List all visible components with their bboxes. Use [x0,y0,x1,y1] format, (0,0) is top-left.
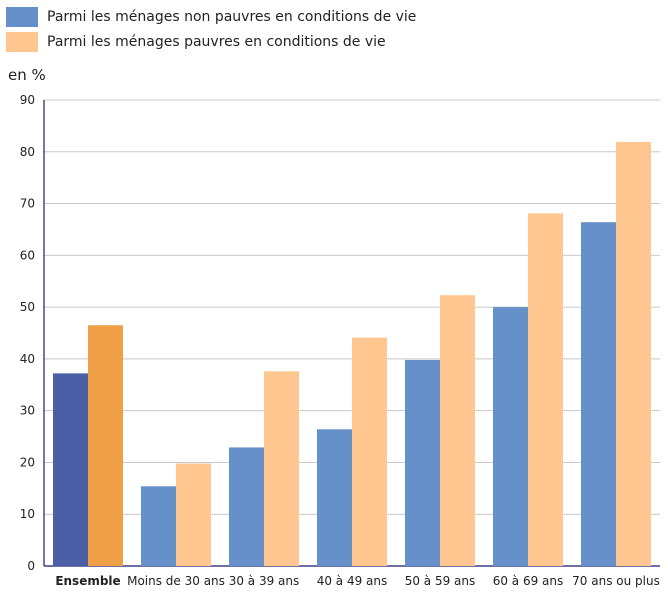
bar-non-poor-6 [581,222,616,566]
x-tick-label-3: 40 à 49 ans [317,574,388,588]
bar-non-poor-0 [53,373,88,566]
y-tick-label-30: 30 [20,404,35,418]
x-tick-label-5: 60 à 69 ans [493,574,564,588]
bar-non-poor-1 [141,486,176,566]
bar-poor-6 [616,141,651,566]
y-tick-label-90: 90 [20,93,35,107]
bar-poor-5 [528,213,563,567]
bar-poor-2 [264,371,299,566]
y-tick-label-40: 40 [20,352,35,366]
legend-label-non-poor: Parmi les ménages non pauvres en conditi… [47,9,417,25]
bar-poor-1 [176,463,211,566]
x-tick-label-0: Ensemble [55,574,120,588]
bar-poor-4 [440,295,475,566]
y-tick-label-80: 80 [20,145,35,159]
y-tick-label-0: 0 [27,559,35,573]
legend-item-non-poor: Parmi les ménages non pauvres en conditi… [6,6,416,28]
x-tick-label-6: 70 ans ou plus [572,574,660,588]
x-tick-label-1: Moins de 30 ans [127,574,225,588]
legend-label-poor: Parmi les ménages pauvres en conditions … [47,34,386,50]
legend-swatch-non-poor [6,7,38,27]
y-tick-label-20: 20 [20,455,35,469]
x-tick-label-4: 50 à 59 ans [405,574,476,588]
bar-non-poor-3 [317,429,352,566]
y-unit-label: en % [8,66,46,84]
legend: Parmi les ménages non pauvres en conditi… [6,6,416,56]
legend-item-poor: Parmi les ménages pauvres en conditions … [6,31,416,53]
legend-swatch-poor [6,32,38,52]
y-tick-label-50: 50 [20,300,35,314]
y-tick-label-60: 60 [20,248,35,262]
bar-non-poor-5 [493,307,528,566]
bar-poor-3 [352,337,387,566]
bar-poor-0 [88,325,123,566]
y-tick-label-70: 70 [20,197,35,211]
x-tick-label-2: 30 à 39 ans [229,574,300,588]
bar-non-poor-2 [229,447,264,566]
y-tick-label-10: 10 [20,507,35,521]
bar-non-poor-4 [405,359,440,566]
